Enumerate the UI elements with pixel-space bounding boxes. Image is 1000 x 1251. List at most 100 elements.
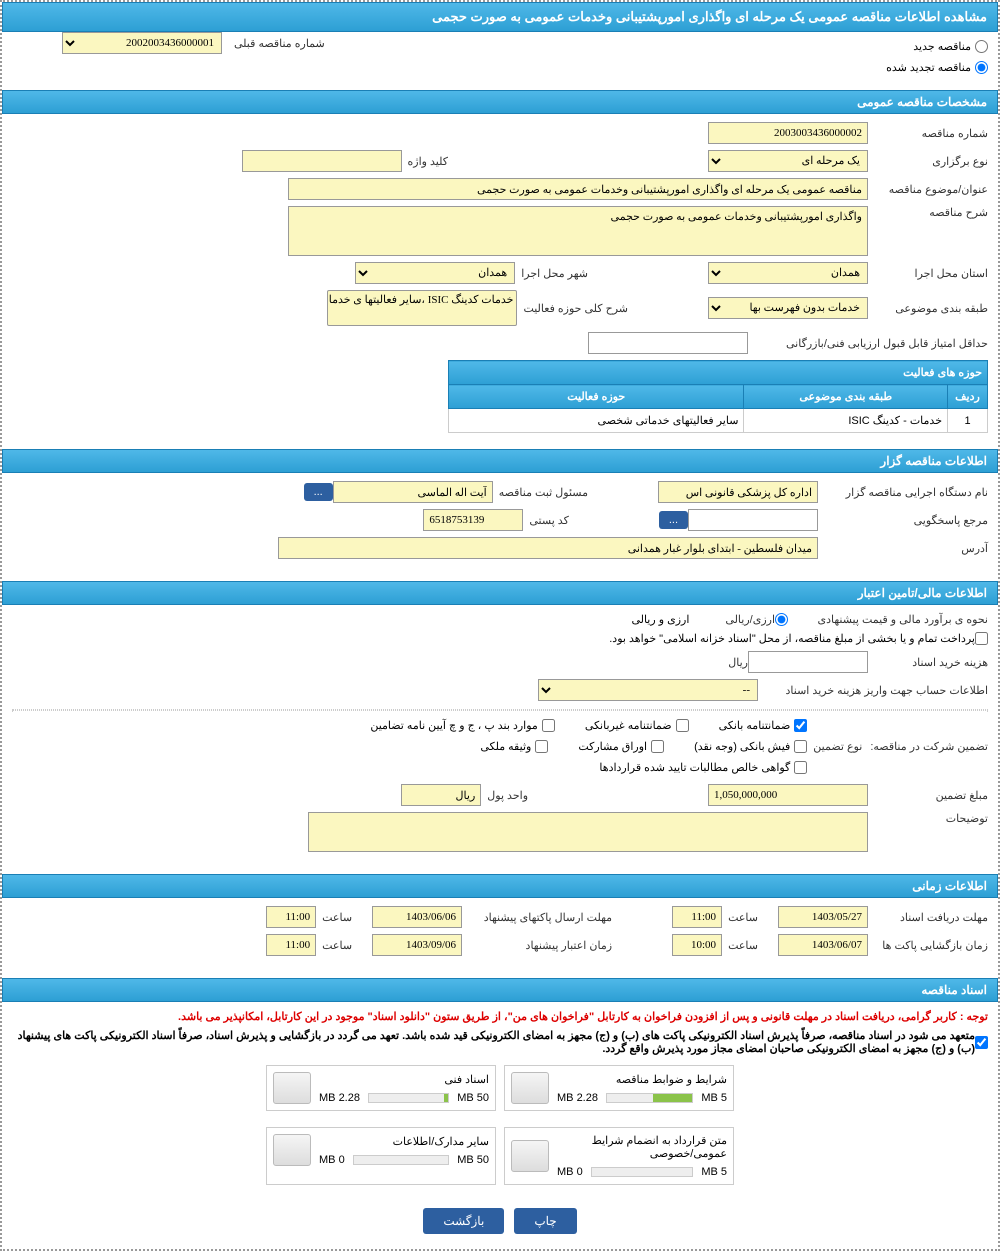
commitment-checkbox[interactable] <box>975 1036 988 1049</box>
time-label-1: ساعت <box>722 911 758 924</box>
section-documents: اسناد مناقصه <box>2 978 998 1002</box>
guarantee-participation-label: تضمین شرکت در مناقصه: <box>862 740 988 753</box>
section-general: مشخصات مناقصه عمومی <box>2 90 998 114</box>
province-select[interactable]: همدان <box>708 262 868 284</box>
doc-receipt-time[interactable] <box>672 906 722 928</box>
time-label-3: ساعت <box>722 939 758 952</box>
folder-icon[interactable] <box>511 1140 549 1172</box>
folder-icon[interactable] <box>511 1072 549 1104</box>
time-label-2: ساعت <box>316 911 352 924</box>
keyword-label: کلید واژه <box>402 155 448 168</box>
exec-dept-input[interactable] <box>658 481 818 503</box>
radio-renewed-label: مناقصه تجدید شده <box>886 61 971 74</box>
commitment-text: متعهد می شود در اسناد مناقصه، صرفاً پذیر… <box>12 1029 975 1055</box>
notes-textarea[interactable] <box>308 812 868 852</box>
radio-renewed-tender[interactable] <box>975 61 988 74</box>
doc-total: 50 MB <box>457 1092 489 1104</box>
min-score-label: حداقل امتیاز قابل قبول ارزیابی فنی/بازرگ… <box>748 337 988 350</box>
address-input[interactable] <box>278 537 818 559</box>
category-select[interactable]: خدمات بدون فهرست بها <box>708 297 868 319</box>
city-select[interactable]: همدان <box>355 262 515 284</box>
doc-used: 2.28 MB <box>557 1092 598 1104</box>
activity-th-row: ردیف <box>948 385 988 409</box>
doc-total: 50 MB <box>457 1154 489 1166</box>
doc-receipt-date[interactable] <box>778 906 868 928</box>
holding-type-select[interactable]: یک مرحله ای <box>708 150 868 172</box>
purchase-cost-input[interactable] <box>748 651 868 673</box>
prev-tender-label: شماره مناقصه قبلی <box>228 37 325 50</box>
section-organizer: اطلاعات مناقصه گزار <box>2 449 998 473</box>
exec-dept-label: نام دستگاه اجرایی مناقصه گزار <box>818 486 988 499</box>
chk-bank-guarantee[interactable] <box>794 719 807 732</box>
chk-bonds[interactable] <box>651 740 664 753</box>
activity-table-title: حوزه های فعالیت <box>449 361 988 385</box>
min-score-input[interactable] <box>588 332 748 354</box>
province-label: استان محل اجرا <box>868 267 988 280</box>
doc-total: 5 MB <box>701 1166 727 1178</box>
responder-input[interactable] <box>688 509 818 531</box>
prev-tender-select[interactable]: 2002003436000001 <box>62 32 222 54</box>
doc-box: متن قرارداد به انضمام شرایط عمومی/خصوصی … <box>504 1127 734 1185</box>
keyword-input[interactable] <box>242 150 402 172</box>
currency-unit-input[interactable] <box>401 784 481 806</box>
doc-total: 5 MB <box>701 1092 727 1104</box>
proposal-time[interactable] <box>266 906 316 928</box>
radio-new-tender[interactable] <box>975 40 988 53</box>
guarantee-type-label: نوع تضمین <box>807 740 862 753</box>
radio-new-label: مناقصه جدید <box>913 40 971 53</box>
registrar-lookup-button[interactable]: ... <box>304 483 333 501</box>
doc-used: 0 MB <box>319 1154 345 1166</box>
responder-label: مرجع پاسخگویی <box>818 514 988 527</box>
chk-property[interactable] <box>535 740 548 753</box>
treasury-checkbox[interactable] <box>975 632 988 645</box>
print-button[interactable]: چاپ <box>514 1208 576 1234</box>
subject-label: عنوان/موضوع مناقصه <box>868 183 988 196</box>
city-label: شهر محل اجرا <box>515 267 588 280</box>
documents-note: توجه : کاربر گرامی، دریافت اسناد در مهلت… <box>12 1010 988 1023</box>
folder-icon[interactable] <box>273 1072 311 1104</box>
tender-number-input[interactable] <box>708 122 868 144</box>
activity-th-category: طبقه بندی موضوعی <box>744 385 948 409</box>
back-button[interactable]: بازگشت <box>423 1208 504 1234</box>
doc-box: سایر مدارک/اطلاعات 50 MB 0 MB <box>266 1127 496 1185</box>
opening-date[interactable] <box>778 934 868 956</box>
guarantee-amount-input[interactable] <box>708 784 868 806</box>
notes-label: توضیحات <box>868 812 988 825</box>
doc-box: اسناد فنی 50 MB 2.28 MB <box>266 1065 496 1111</box>
purchase-cost-label: هزینه خرید اسناد <box>868 656 988 669</box>
chk-bank-receipt[interactable] <box>794 740 807 753</box>
validity-date[interactable] <box>372 934 462 956</box>
account-info-label: اطلاعات حساب جهت واریز هزینه خرید اسناد <box>758 684 988 697</box>
currency-radio[interactable] <box>775 613 788 626</box>
folder-icon[interactable] <box>273 1134 311 1166</box>
currency-sel-label: ارزی و ریالی <box>631 613 689 626</box>
description-textarea[interactable]: واگذاری امورپشتیبانی وخدمات عمومی به صور… <box>288 206 868 256</box>
registrar-input[interactable] <box>333 481 493 503</box>
doc-used: 0 MB <box>557 1166 583 1178</box>
chk-clause[interactable] <box>542 719 555 732</box>
activity-scope-select[interactable]: خدمات کدینگ ISIC ،سایر فعالیتها ی خدمات … <box>327 290 517 326</box>
treasury-note: پرداخت تمام و یا بخشی از مبلغ مناقصه، از… <box>609 632 975 645</box>
opening-time[interactable] <box>672 934 722 956</box>
doc-title: اسناد فنی <box>319 1073 489 1086</box>
doc-title: سایر مدارک/اطلاعات <box>319 1135 489 1148</box>
postal-code-input[interactable] <box>423 509 523 531</box>
doc-receipt-label: مهلت دریافت اسناد <box>868 911 988 924</box>
section-timing: اطلاعات زمانی <box>2 874 998 898</box>
subject-input[interactable] <box>288 178 868 200</box>
chk-receivables[interactable] <box>794 761 807 774</box>
validity-label: زمان اعتبار پیشنهاد <box>462 939 612 952</box>
guarantee-amount-label: مبلغ تضمین <box>868 789 988 802</box>
doc-title: شرایط و ضوابط مناقصه <box>557 1073 727 1086</box>
proposal-label: مهلت ارسال پاکتهای پیشنهاد <box>462 911 612 924</box>
lbl-clause: موارد بند پ ، ج و چ آیین نامه تضامین <box>370 719 537 732</box>
address-label: آدرس <box>818 542 988 555</box>
lbl-bank-receipt: فیش بانکی (وجه نقد) <box>694 740 790 753</box>
proposal-date[interactable] <box>372 906 462 928</box>
validity-time[interactable] <box>266 934 316 956</box>
chk-nonbank[interactable] <box>676 719 689 732</box>
registrar-label: مسئول ثبت مناقصه <box>493 486 588 499</box>
responder-lookup-button[interactable]: ... <box>659 511 688 529</box>
account-info-select[interactable]: -- <box>538 679 758 701</box>
page-title: مشاهده اطلاعات مناقصه عمومی یک مرحله ای … <box>2 2 998 32</box>
